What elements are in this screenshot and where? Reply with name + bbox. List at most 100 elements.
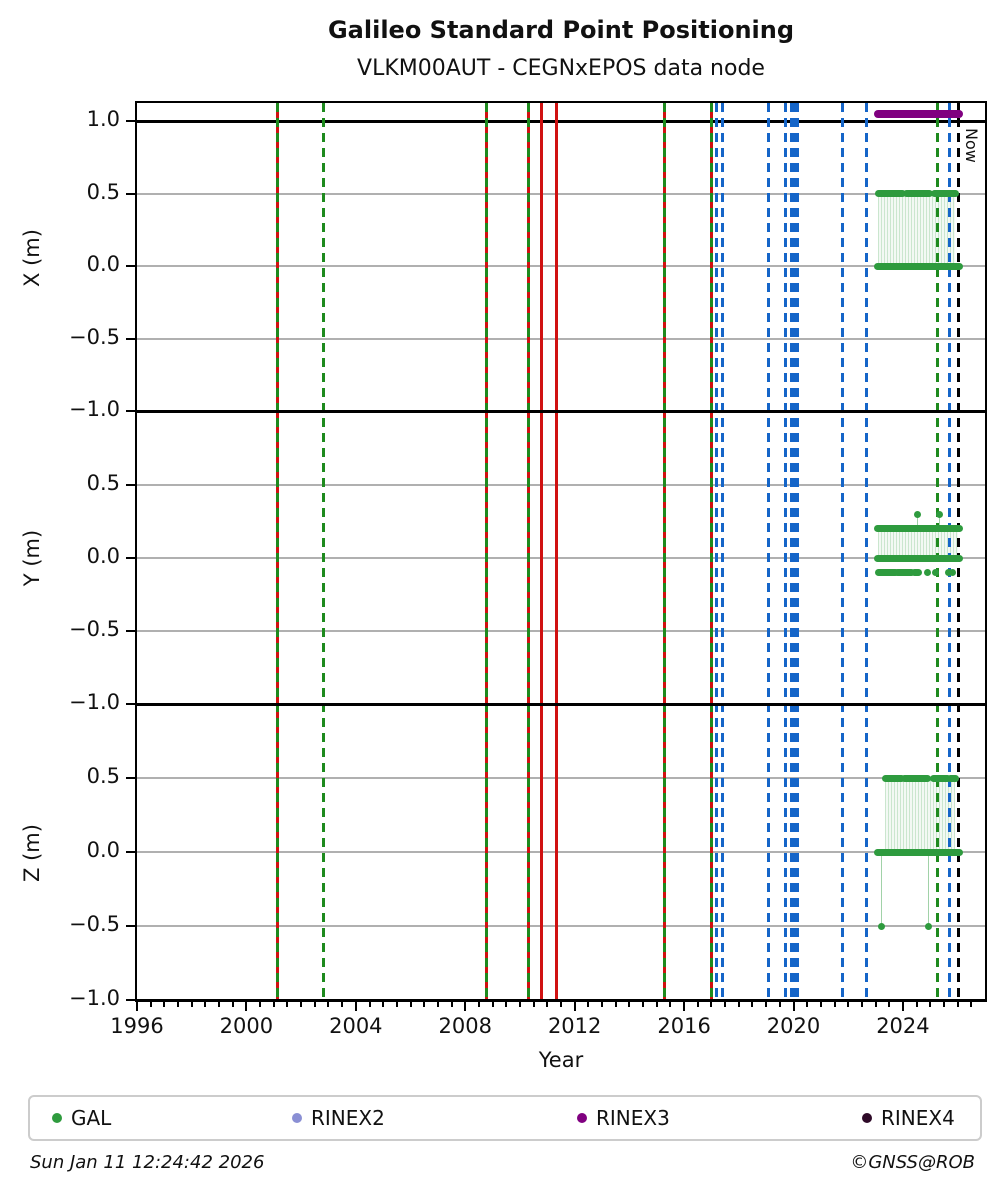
panel-boundary (136, 410, 986, 413)
event-line-blue (841, 103, 845, 1000)
event-line-blue (792, 103, 796, 1000)
x-tick-mark-minor (560, 1002, 562, 1007)
x-tick-mark-minor (696, 1002, 699, 1007)
data-point-gal (914, 510, 922, 518)
x-tick-mark-minor (929, 1002, 932, 1007)
data-band (878, 193, 956, 266)
gridline (137, 851, 985, 853)
event-line-blue (766, 103, 770, 1000)
event-line-green (936, 103, 940, 1000)
y-tick-label: 0.5 (86, 179, 120, 204)
y-tick-mark (126, 410, 135, 412)
x-tick-label: 2020 (766, 1014, 821, 1038)
y-axis-label-y: Y (m) (20, 529, 44, 587)
data-point-gal (935, 510, 943, 518)
y-tick-mark (126, 999, 135, 1001)
legend-item-rinex3: RINEX3 (577, 1097, 670, 1139)
data-drop-line (917, 514, 919, 529)
data-drop-line (928, 852, 930, 926)
y-tick-label: 0.0 (86, 252, 120, 276)
x-tick-mark-minor (546, 1002, 549, 1007)
x-tick-mark-minor (149, 1002, 152, 1007)
data-segment-gal (875, 569, 900, 577)
y-tick-label: 0.0 (86, 544, 120, 568)
x-tick-mark-minor (737, 1002, 740, 1007)
x-tick-label: 1996 (110, 1014, 164, 1038)
legend-box: GAL RINEX2 RINEX3 RINEX4 (28, 1095, 982, 1141)
event-line-red (539, 103, 543, 1000)
x-tick-mark-minor (628, 1002, 631, 1007)
event-line-blue (795, 103, 799, 1000)
event-line-blue (784, 103, 788, 1000)
x-tick-mark-major (354, 1002, 357, 1011)
y-tick-mark (126, 192, 135, 195)
x-tick-mark-minor (888, 1002, 891, 1007)
x-tick-mark-minor (601, 1002, 604, 1007)
legend-label: RINEX2 (311, 1106, 385, 1130)
rinex4-marker-icon (862, 1113, 872, 1123)
y-tick-mark (126, 703, 135, 705)
x-tick-mark-minor (341, 1002, 344, 1007)
x-tick-mark-minor (778, 1002, 781, 1007)
y-tick-mark (126, 483, 135, 486)
data-segment-gal (910, 569, 923, 577)
data-segment-gal (875, 190, 906, 197)
y-tick-label: −0.5 (69, 912, 120, 936)
x-tick-mark-minor (382, 1002, 385, 1007)
x-tick-mark-major (464, 1002, 467, 1011)
data-segment-gal (946, 774, 959, 782)
x-tick-label: 2012 (547, 1014, 602, 1038)
event-line-green (710, 103, 714, 1000)
data-segment-gal (873, 262, 963, 270)
x-tick-mark-major (573, 1002, 576, 1011)
event-line-blue (721, 103, 725, 1000)
x-tick-mark-minor (942, 1002, 945, 1007)
x-tick-mark-minor (300, 1002, 303, 1007)
x-tick-mark-minor (655, 1002, 658, 1007)
figure-subtitle: VLKM00AUT - CEGNxEPOS data node (357, 56, 765, 81)
x-tick-mark-minor (368, 1002, 371, 1007)
copyright-credit: ©GNSS@ROB (850, 1152, 975, 1173)
x-tick-mark-minor (163, 1002, 166, 1007)
left-spine (135, 101, 137, 1002)
x-tick-mark-major (901, 1002, 904, 1011)
event-line-blue (789, 103, 793, 1000)
y-tick-label: 1.0 (86, 107, 120, 131)
event-line-green (276, 103, 280, 1000)
gridline (137, 192, 985, 195)
x-tick-mark-minor (204, 1002, 207, 1007)
x-axis-label: Year (538, 1048, 584, 1072)
x-tick-mark-minor (860, 1002, 863, 1007)
x-tick-mark-minor (751, 1002, 754, 1007)
data-point-gal (878, 922, 886, 930)
x-tick-label: 2024 (876, 1014, 930, 1038)
y-tick-mark (126, 851, 135, 853)
x-tick-mark-minor (532, 1002, 535, 1007)
x-tick-mark-minor (724, 1002, 727, 1007)
x-tick-mark-minor (915, 1002, 918, 1007)
data-point-gal (944, 569, 952, 577)
x-tick-mark-major (245, 1002, 248, 1011)
event-line-blue (715, 103, 719, 1000)
y-tick-label: −1.0 (69, 397, 120, 421)
gridline (137, 337, 985, 340)
legend-item-rinex2: RINEX2 (292, 1097, 385, 1139)
x-tick-mark-minor (847, 1002, 850, 1007)
event-line-green (321, 103, 325, 1000)
data-segment-gal (902, 190, 933, 197)
right-spine (985, 101, 987, 1002)
data-segment-gal (881, 774, 905, 782)
data-segment-gal (901, 774, 932, 782)
top-spine (136, 101, 986, 103)
plot-area: 1.0 0.5 0.0 −0.5 0.5 0.0 −0.5 0.5 0.0 −0.5 −1.0 −1.… (69, 101, 987, 1038)
now-annotation: Now (962, 128, 981, 163)
y-tick-label: 0.5 (86, 470, 120, 495)
x-tick-label: 2000 (219, 1014, 274, 1038)
x-tick-label: 2004 (329, 1014, 383, 1038)
panel-boundary (136, 999, 986, 1002)
x-tick-mark-major (136, 1002, 138, 1011)
y-tick-mark (126, 557, 135, 559)
x-tick-mark-minor (259, 1002, 262, 1007)
rinex2-marker-icon (292, 1113, 302, 1123)
legend-label: RINEX4 (881, 1106, 955, 1130)
